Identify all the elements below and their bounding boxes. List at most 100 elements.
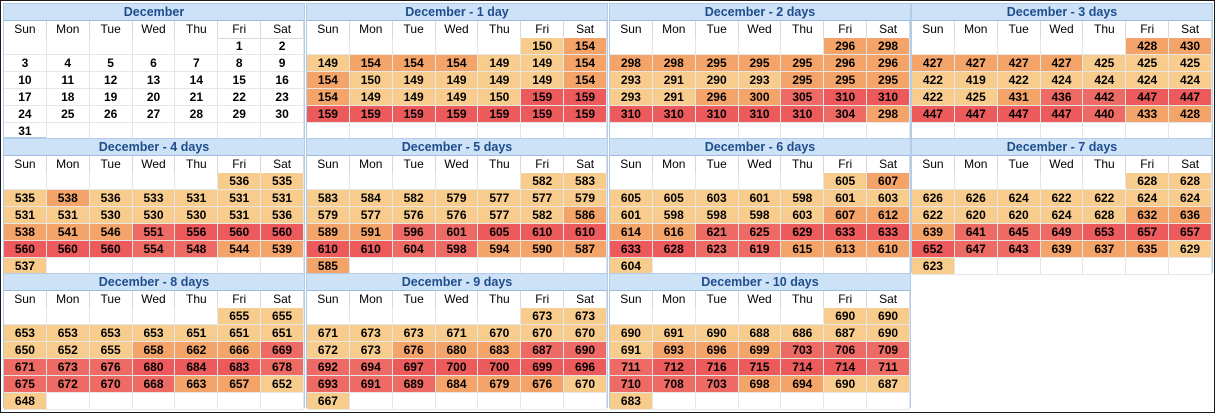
empty-cell bbox=[349, 173, 393, 190]
weekday-label: Tue bbox=[392, 291, 436, 309]
date-cell: 11 bbox=[46, 72, 90, 89]
weekday-label: Fri bbox=[1126, 156, 1170, 174]
heat-cell: 700 bbox=[478, 359, 522, 376]
heat-cell: 154 bbox=[564, 38, 607, 55]
heat-cell: 629 bbox=[781, 224, 825, 241]
heat-cell: 159 bbox=[392, 106, 436, 123]
empty-cell bbox=[89, 173, 133, 190]
heat-cell: 670 bbox=[89, 376, 133, 393]
heat-cell: 653 bbox=[46, 325, 90, 342]
heat-cell: 149 bbox=[435, 89, 479, 106]
empty-cell bbox=[652, 173, 696, 190]
weekday-label: Wed bbox=[738, 21, 782, 39]
heat-cell: 150 bbox=[478, 89, 522, 106]
weekday-label: Sat bbox=[564, 21, 607, 39]
weekday-label: Wed bbox=[435, 156, 479, 174]
calendar-block: December - 2 days Sun Mon Tue Wed Thu Fri Sat 29… bbox=[609, 3, 911, 140]
weekday-label: Fri bbox=[824, 156, 868, 174]
empty-cell bbox=[307, 308, 350, 325]
heat-cell: 639 bbox=[1040, 241, 1084, 258]
weekday-label: Sun bbox=[307, 21, 350, 39]
heat-cell: 673 bbox=[392, 325, 436, 342]
heat-cell: 424 bbox=[1169, 72, 1212, 89]
weekday-label: Tue bbox=[89, 156, 133, 174]
heat-cell: 293 bbox=[610, 72, 653, 89]
heat-cell: 591 bbox=[349, 224, 393, 241]
empty-cell bbox=[307, 38, 350, 55]
calendar-grid: 605 607 605 605 603 601 598 601 603 601 598 598 598 6… bbox=[610, 173, 910, 275]
weekday-label: Sat bbox=[1169, 21, 1212, 39]
heat-cell: 714 bbox=[781, 359, 825, 376]
heat-cell: 620 bbox=[997, 207, 1041, 224]
weekday-label: Wed bbox=[132, 291, 176, 309]
heat-cell: 430 bbox=[1169, 38, 1212, 55]
calendar-title: December - 5 days bbox=[307, 139, 607, 156]
heat-cell: 310 bbox=[652, 106, 696, 123]
heat-cell: 577 bbox=[478, 190, 522, 207]
date-cell: 3 bbox=[4, 55, 47, 72]
heat-cell: 310 bbox=[824, 89, 868, 106]
heat-cell: 596 bbox=[392, 224, 436, 241]
weekday-label: Thu bbox=[175, 21, 219, 39]
weekday-label: Tue bbox=[997, 21, 1041, 39]
heat-cell: 612 bbox=[867, 207, 910, 224]
heat-cell: 577 bbox=[349, 207, 393, 224]
heat-cell: 690 bbox=[695, 325, 739, 342]
heat-cell: 679 bbox=[478, 376, 522, 393]
empty-cell bbox=[610, 173, 653, 190]
heat-cell: 535 bbox=[261, 173, 304, 190]
heat-cell: 536 bbox=[218, 173, 262, 190]
weekday-header-row: Sun Mon Tue Wed Thu Fri Sat bbox=[307, 156, 607, 174]
heat-cell: 560 bbox=[46, 241, 90, 258]
heat-cell: 673 bbox=[349, 342, 393, 359]
heat-cell: 590 bbox=[521, 241, 565, 258]
heat-cell: 715 bbox=[738, 359, 782, 376]
empty-cell bbox=[89, 393, 133, 410]
heat-cell: 667 bbox=[307, 393, 350, 410]
heat-cell: 709 bbox=[867, 342, 910, 359]
heat-cell: 290 bbox=[695, 72, 739, 89]
heat-cell: 577 bbox=[478, 207, 522, 224]
date-cell: 30 bbox=[261, 106, 304, 123]
empty-cell bbox=[1040, 38, 1084, 55]
heat-cell: 676 bbox=[392, 342, 436, 359]
heat-cell: 530 bbox=[175, 207, 219, 224]
empty-cell bbox=[1169, 258, 1212, 275]
heat-cell: 680 bbox=[132, 359, 176, 376]
heat-cell: 546 bbox=[89, 224, 133, 241]
weekday-header-row: Sun Mon Tue Wed Thu Fri Sat bbox=[4, 291, 304, 309]
heat-cell: 531 bbox=[46, 207, 90, 224]
heat-cell: 653 bbox=[1083, 224, 1127, 241]
heat-cell: 610 bbox=[564, 224, 607, 241]
empty-cell bbox=[1083, 173, 1127, 190]
empty-cell bbox=[4, 38, 47, 55]
weekday-label: Tue bbox=[392, 21, 436, 39]
empty-cell bbox=[1083, 258, 1127, 275]
heat-cell: 680 bbox=[435, 342, 479, 359]
heat-cell: 712 bbox=[652, 359, 696, 376]
weekday-header-row: Sun Mon Tue Wed Thu Fri Sat bbox=[610, 21, 910, 39]
heat-cell: 690 bbox=[824, 376, 868, 393]
heat-cell: 703 bbox=[781, 342, 825, 359]
empty-cell bbox=[392, 38, 436, 55]
empty-cell bbox=[695, 173, 739, 190]
calendar-title: December - 6 days bbox=[610, 139, 910, 156]
heat-cell: 295 bbox=[781, 55, 825, 72]
heat-cell: 159 bbox=[307, 106, 350, 123]
calendar-block: December - 8 days Sun Mon Tue Wed Thu Fri Sat 65… bbox=[3, 273, 305, 410]
date-cell: 20 bbox=[132, 89, 176, 106]
heat-cell: 159 bbox=[521, 106, 565, 123]
heat-cell: 666 bbox=[218, 342, 262, 359]
weekday-label: Fri bbox=[521, 291, 565, 309]
heat-cell: 530 bbox=[132, 207, 176, 224]
empty-cell bbox=[392, 308, 436, 325]
heat-cell: 693 bbox=[652, 342, 696, 359]
date-cell: 14 bbox=[175, 72, 219, 89]
calendar-grid: 1 2 3 4 5 6 7 8 9 10 11 12 13 14 15 16 17 18 19 20 21 22 23 24 2… bbox=[4, 38, 304, 140]
date-cell: 19 bbox=[89, 89, 133, 106]
heat-cell: 310 bbox=[867, 89, 910, 106]
empty-cell bbox=[392, 393, 436, 410]
date-cell: 15 bbox=[218, 72, 262, 89]
heat-cell: 298 bbox=[652, 55, 696, 72]
heat-cell: 149 bbox=[435, 72, 479, 89]
